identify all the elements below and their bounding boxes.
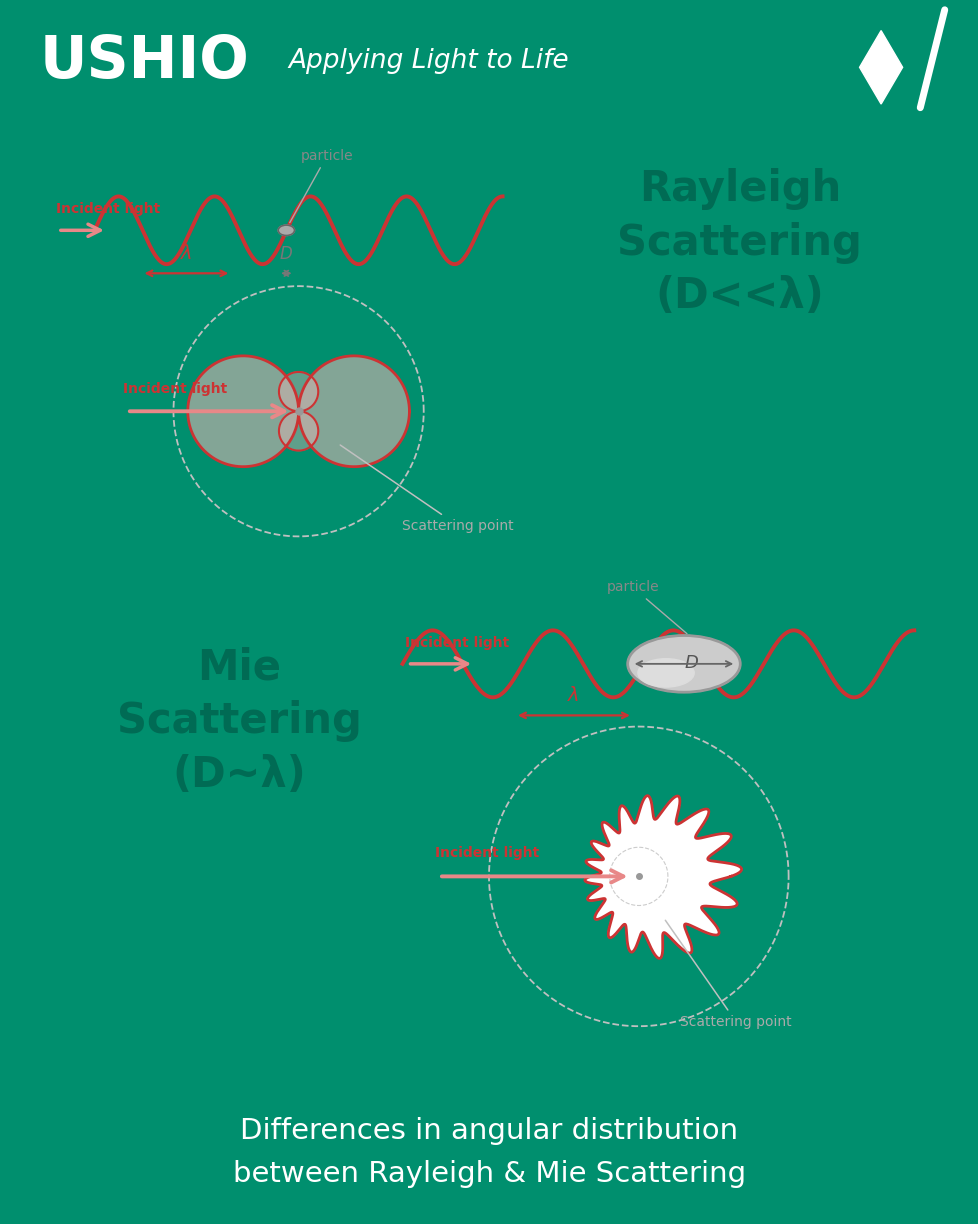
Circle shape (638, 659, 693, 687)
Text: Mie
Scattering
(D~λ): Mie Scattering (D~λ) (116, 646, 361, 796)
Circle shape (278, 225, 294, 235)
Polygon shape (584, 796, 741, 958)
Polygon shape (188, 356, 409, 466)
Text: D: D (280, 245, 292, 263)
Text: Incident light: Incident light (123, 382, 228, 395)
Text: Incident light: Incident light (56, 202, 160, 215)
Text: Incident light: Incident light (405, 635, 509, 650)
Circle shape (627, 635, 739, 693)
Text: Differences in angular distribution
between Rayleigh & Mie Scattering: Differences in angular distribution betw… (233, 1118, 745, 1189)
Text: particle: particle (605, 580, 687, 634)
Polygon shape (859, 31, 902, 104)
Text: USHIO: USHIO (39, 33, 248, 89)
Text: Incident light: Incident light (434, 846, 539, 859)
Text: D: D (684, 654, 698, 672)
Text: λ: λ (181, 244, 192, 263)
Text: λ: λ (567, 687, 579, 705)
Text: Rayleigh
Scattering
(D<<λ): Rayleigh Scattering (D<<λ) (617, 168, 862, 317)
Text: Scattering point: Scattering point (665, 920, 791, 1029)
Text: Scattering point: Scattering point (340, 446, 513, 532)
Text: particle: particle (289, 148, 353, 223)
Polygon shape (279, 372, 318, 450)
Text: Applying Light to Life: Applying Light to Life (289, 48, 569, 75)
